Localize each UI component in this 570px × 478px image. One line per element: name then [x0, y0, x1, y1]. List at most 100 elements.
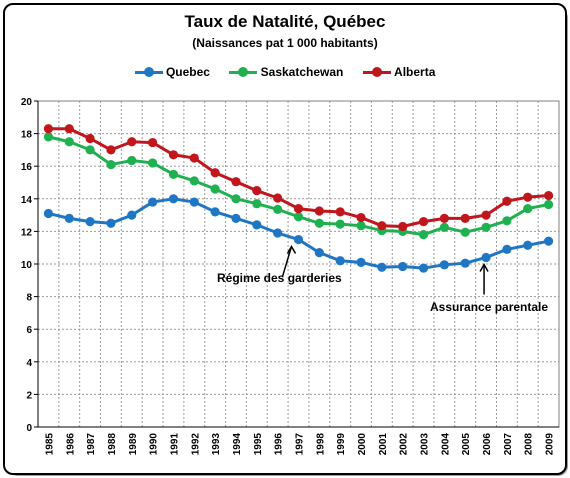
legend-swatch-alberta — [362, 65, 391, 79]
data-point-alberta — [293, 203, 304, 214]
data-point-alberta — [356, 212, 366, 223]
chart-legend: Quebec Saskatchewan Alberta — [0, 64, 570, 79]
data-point-quebec — [418, 263, 429, 273]
data-point-alberta — [273, 193, 283, 203]
data-point-alberta — [460, 213, 470, 223]
data-point-alberta — [418, 217, 429, 227]
data-point-alberta — [314, 206, 324, 216]
x-tick-label: 1989 — [128, 433, 139, 456]
data-point-saskatchewan — [523, 203, 533, 214]
x-tick-label: 1988 — [107, 433, 118, 456]
y-tick-label: 4 — [26, 358, 32, 369]
x-tick-label: 2002 — [399, 433, 410, 456]
y-tick-label: 2 — [26, 390, 32, 401]
data-point-saskatchewan — [127, 155, 137, 166]
y-tick-label: 6 — [26, 325, 32, 336]
data-point-saskatchewan — [502, 216, 512, 226]
legend-label-alberta: Alberta — [394, 65, 436, 80]
data-point-quebec — [398, 261, 408, 272]
y-tick-label: 14 — [21, 195, 33, 206]
data-point-alberta — [335, 207, 345, 217]
data-point-quebec — [231, 213, 241, 223]
x-tick-label: 1993 — [211, 433, 222, 456]
y-tick-label: 18 — [21, 130, 33, 141]
data-point-quebec — [377, 262, 387, 272]
x-tick-label: 2004 — [440, 433, 451, 456]
data-point-saskatchewan — [210, 184, 220, 194]
data-point-saskatchewan — [481, 222, 491, 232]
data-point-alberta — [168, 150, 179, 160]
data-point-saskatchewan — [189, 176, 199, 186]
data-point-alberta — [439, 213, 449, 223]
data-point-saskatchewan — [252, 199, 262, 209]
data-point-quebec — [314, 247, 324, 258]
data-point-alberta — [64, 124, 74, 134]
legend-label-saskatchewan: Saskatchewan — [260, 65, 344, 80]
data-point-alberta — [377, 221, 387, 231]
data-point-quebec — [210, 207, 220, 217]
data-point-alberta — [210, 168, 220, 178]
x-tick-label: 2003 — [420, 433, 431, 456]
data-point-quebec — [252, 220, 262, 230]
x-tick-label: 2007 — [503, 433, 514, 456]
data-point-quebec — [293, 234, 304, 245]
data-point-alberta — [189, 153, 199, 163]
data-point-alberta — [252, 186, 262, 196]
x-tick-label: 1990 — [149, 433, 160, 456]
x-tick-label: 1992 — [190, 433, 201, 456]
x-tick-label: 2005 — [461, 433, 472, 456]
data-point-saskatchewan — [356, 221, 366, 231]
x-tick-label: 1997 — [295, 433, 306, 456]
data-point-saskatchewan — [293, 212, 304, 222]
data-point-saskatchewan — [64, 137, 74, 147]
data-point-alberta — [481, 210, 491, 220]
data-point-quebec — [85, 217, 95, 227]
data-point-quebec — [273, 228, 283, 238]
data-point-quebec — [148, 197, 158, 207]
y-tick-label: 16 — [21, 162, 33, 173]
x-tick-label: 1998 — [315, 433, 326, 456]
data-point-alberta — [106, 145, 116, 155]
data-point-alberta — [398, 221, 408, 232]
data-point-saskatchewan — [231, 194, 241, 204]
data-point-saskatchewan — [273, 204, 283, 214]
legend-label-quebec: Quebec — [165, 65, 210, 80]
data-point-saskatchewan — [418, 230, 429, 240]
x-tick-label: 1991 — [169, 433, 180, 456]
data-point-saskatchewan — [543, 199, 554, 210]
data-point-alberta — [523, 192, 533, 202]
annotation-arrowhead — [286, 245, 297, 254]
x-tick-label: 1994 — [232, 433, 243, 456]
data-point-quebec — [460, 258, 470, 268]
data-point-quebec — [168, 194, 179, 204]
data-point-saskatchewan — [439, 222, 449, 232]
data-point-quebec — [356, 257, 366, 267]
data-point-saskatchewan — [460, 227, 470, 237]
data-point-quebec — [64, 213, 74, 223]
x-tick-label: 1987 — [86, 433, 97, 456]
data-point-alberta — [127, 137, 137, 147]
x-tick-label: 1996 — [274, 433, 285, 456]
x-tick-label: 2001 — [378, 433, 389, 456]
data-point-quebec — [543, 236, 554, 246]
data-point-quebec — [189, 197, 199, 207]
chart-title: Taux de Natalité, Québec — [184, 12, 386, 31]
y-tick-label: 12 — [21, 227, 33, 238]
legend-item-alberta: Alberta — [362, 64, 436, 80]
data-point-alberta — [85, 133, 95, 144]
x-tick-label: 2000 — [357, 433, 368, 456]
data-point-quebec — [502, 244, 512, 254]
data-point-quebec — [127, 210, 137, 220]
y-tick-label: 0 — [26, 423, 32, 434]
annotation-label: Régime des garderies — [217, 271, 342, 285]
legend-item-quebec: Quebec — [134, 64, 210, 80]
x-tick-label: 2006 — [482, 433, 493, 456]
data-point-saskatchewan — [335, 219, 345, 229]
data-point-saskatchewan — [168, 169, 179, 179]
data-point-alberta — [543, 190, 554, 201]
data-point-saskatchewan — [106, 159, 116, 170]
data-point-alberta — [231, 177, 241, 187]
x-tick-label: 2008 — [524, 433, 535, 456]
legend-swatch-quebec — [134, 65, 163, 79]
